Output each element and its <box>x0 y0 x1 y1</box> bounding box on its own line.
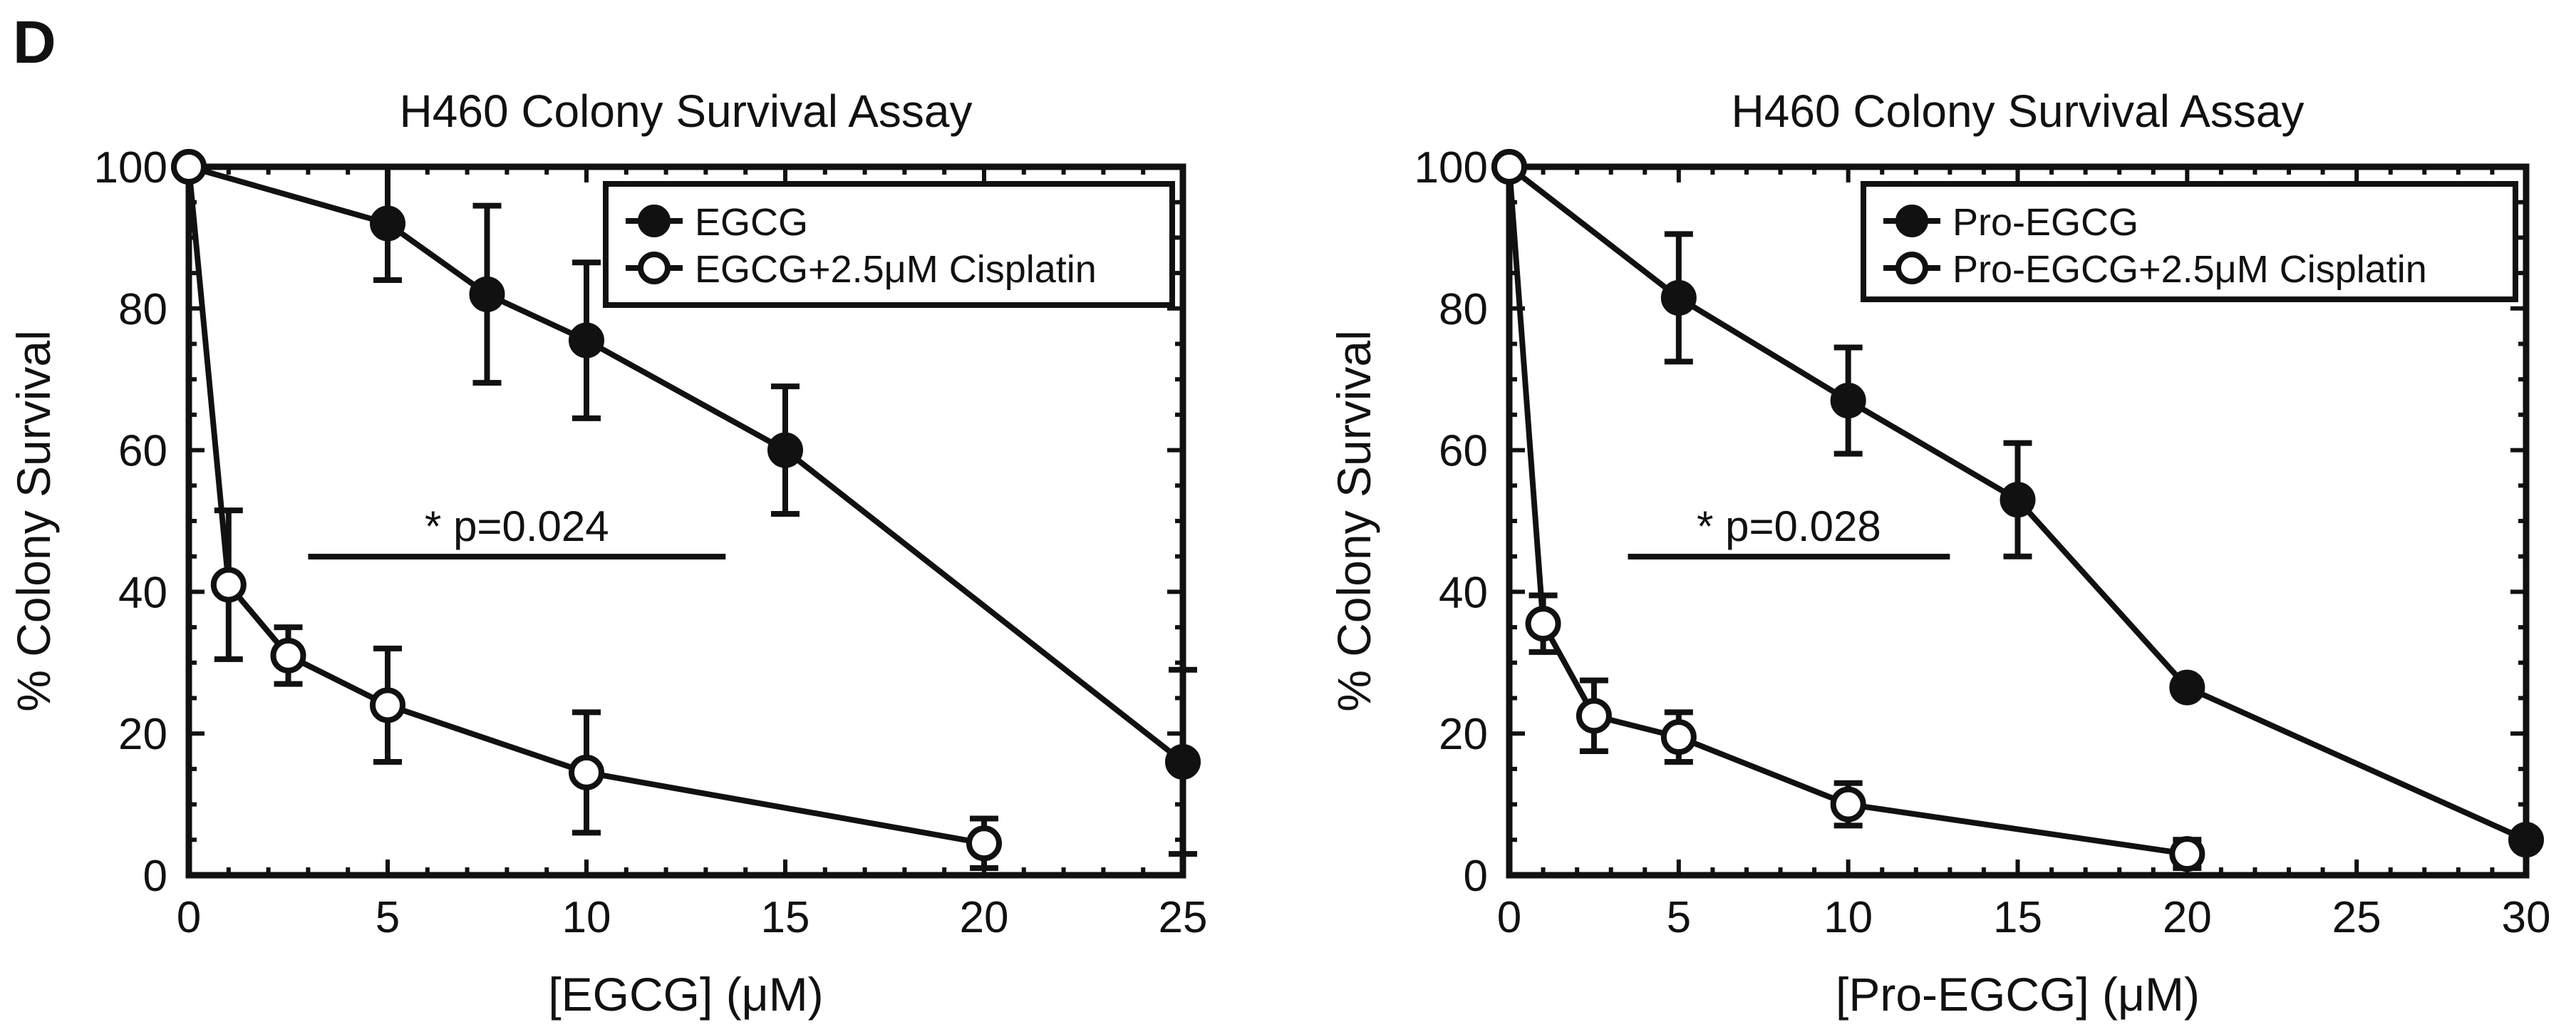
chart2-series2-point <box>2169 836 2205 872</box>
chart1-xtick-label: 0 <box>177 893 201 942</box>
chart1-series2-point <box>569 754 604 790</box>
chart1-xaxis-label: [EGCG] (μM) <box>548 968 823 1021</box>
chart2-series1-point <box>2169 669 2205 706</box>
chart1-series2-point <box>370 687 405 723</box>
chart1-legend-marker <box>638 205 671 237</box>
chart1-legend-label: EGCG <box>695 201 808 244</box>
chart2-xtick-label: 5 <box>1667 893 1691 942</box>
chart2-xtick-label: 10 <box>1824 893 1873 942</box>
chart2-title: H460 Colony Survival Assay <box>1732 86 2305 137</box>
chart1-xtick-label: 5 <box>376 893 400 942</box>
chart1-ytick-label: 0 <box>143 852 167 901</box>
chart1-xtick-label: 20 <box>960 893 1009 942</box>
chart1-series1-point <box>370 205 405 242</box>
chart1-legend-box <box>603 181 1175 308</box>
chart1-series1-point <box>569 322 604 358</box>
chart2-yaxis-label: % Colony Survival <box>1328 330 1380 712</box>
chart2-legend-marker <box>1895 252 1928 284</box>
chart2-ytick-label: 80 <box>1439 285 1488 334</box>
chart2-series1-point <box>1830 383 1866 419</box>
chart1-legend-label: EGCG+2.5μM Cisplatin <box>695 248 1097 291</box>
chart1-series1-line <box>187 164 1185 765</box>
chart2-series2-point <box>1491 149 1527 185</box>
chart2-ytick-label: 20 <box>1439 710 1488 759</box>
chart1-xtick-label: 10 <box>562 893 611 942</box>
chart2-xtick-label: 0 <box>1497 893 1521 942</box>
chart2-ytick-label: 60 <box>1439 427 1488 476</box>
chart1-ytick-label: 80 <box>118 285 167 334</box>
chart1-yaxis-label: % Colony Survival <box>7 330 60 712</box>
chart2-series1-point <box>2000 482 2036 518</box>
chart2-legend-label: Pro-EGCG <box>1952 201 2138 244</box>
chart2-series2-line <box>1506 166 2188 857</box>
chart1-xtick-label: 15 <box>761 893 810 942</box>
chart1-ytick-label: 100 <box>94 143 167 192</box>
chart2-series1-line <box>1507 164 2528 842</box>
chart1-ytick-label: 20 <box>118 710 167 759</box>
chart2-series2-point <box>1830 786 1866 822</box>
chart2-xtick-label: 15 <box>1993 893 2042 942</box>
chart2-ytick-label: 40 <box>1439 568 1488 617</box>
chart2-xaxis-label: [Pro-EGCG] (μM) <box>1836 968 2200 1021</box>
chart1-series1-point <box>767 432 803 468</box>
chart1-series2-point <box>210 567 247 603</box>
chart1-series2-point <box>966 825 1002 862</box>
chart2-ytick-label: 100 <box>1414 143 1488 192</box>
chart2-xtick-label: 20 <box>2163 893 2212 942</box>
chart1-significance-label: * p=0.024 <box>425 502 609 550</box>
chart1-series1-point <box>1165 743 1201 780</box>
panel-label: D <box>13 9 56 76</box>
chart1-series2-point <box>270 637 306 674</box>
chart2-legend-marker <box>1895 205 1928 237</box>
chart2: H460 Colony Survival Assay 0 20 40 60 80 100 0 5… <box>1328 86 2550 1021</box>
chart2-series2-point <box>1525 606 1561 642</box>
chart1-legend-marker <box>638 252 671 284</box>
chart1-series1-point <box>469 276 505 312</box>
chart2-significance-label: * p=0.028 <box>1697 502 1881 550</box>
chart2-xtick-label: 25 <box>2332 893 2381 942</box>
chart1-title: H460 Colony Survival Assay <box>400 86 973 137</box>
chart2-xtick-label: 30 <box>2502 893 2551 942</box>
chart1-series2-point <box>171 149 207 185</box>
chart1-ytick-label: 60 <box>118 427 167 476</box>
chart2-series1-point <box>2508 822 2544 858</box>
chart2-legend-box <box>1861 181 2518 302</box>
chart1-series2-line <box>186 166 985 847</box>
chart2-series2-point <box>1576 698 1612 734</box>
chart1-xtick-label: 25 <box>1159 893 1208 942</box>
chart1: H460 Colony Survival Assay 0 20 40 60 80 100 0 5… <box>7 86 1207 1021</box>
chart1-ytick-label: 40 <box>118 568 167 617</box>
chart2-legend-label: Pro-EGCG+2.5μM Cisplatin <box>1952 248 2427 291</box>
chart2-series2-point <box>1660 719 1697 755</box>
chart2-series1-point <box>1660 279 1697 316</box>
chart2-ytick-label: 0 <box>1464 852 1488 901</box>
